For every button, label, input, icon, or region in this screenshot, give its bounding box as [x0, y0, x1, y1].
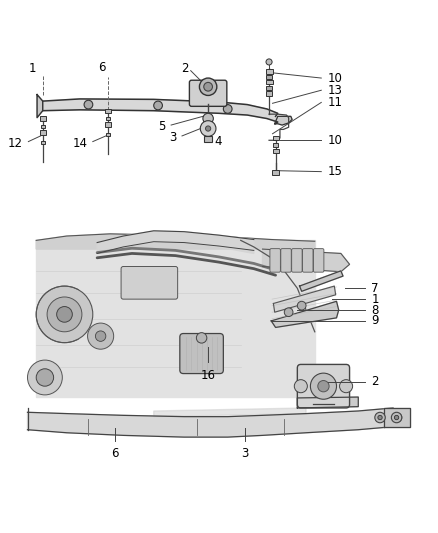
Circle shape: [88, 323, 114, 349]
FancyBboxPatch shape: [189, 80, 227, 107]
FancyBboxPatch shape: [297, 365, 350, 408]
FancyBboxPatch shape: [314, 249, 324, 272]
Circle shape: [95, 331, 106, 341]
FancyBboxPatch shape: [121, 266, 178, 299]
Polygon shape: [271, 301, 339, 327]
FancyBboxPatch shape: [105, 109, 111, 113]
Circle shape: [200, 120, 216, 136]
Circle shape: [294, 379, 307, 393]
FancyBboxPatch shape: [272, 136, 279, 140]
Text: 6: 6: [111, 447, 118, 460]
Polygon shape: [297, 397, 358, 408]
Circle shape: [311, 373, 336, 399]
Circle shape: [375, 413, 385, 423]
Text: 5: 5: [159, 120, 166, 133]
Circle shape: [378, 415, 382, 419]
Polygon shape: [28, 408, 393, 437]
Circle shape: [318, 381, 329, 392]
Circle shape: [394, 415, 399, 419]
Polygon shape: [37, 94, 43, 118]
FancyBboxPatch shape: [266, 91, 272, 96]
Text: 9: 9: [371, 314, 379, 327]
FancyBboxPatch shape: [266, 75, 272, 79]
Circle shape: [199, 78, 217, 95]
FancyBboxPatch shape: [265, 69, 272, 74]
FancyBboxPatch shape: [270, 249, 280, 272]
FancyBboxPatch shape: [106, 133, 110, 136]
FancyBboxPatch shape: [41, 141, 45, 144]
Circle shape: [393, 413, 402, 422]
Circle shape: [57, 306, 72, 322]
FancyBboxPatch shape: [272, 149, 279, 154]
FancyBboxPatch shape: [265, 80, 272, 84]
FancyBboxPatch shape: [41, 125, 45, 128]
Text: 13: 13: [328, 84, 343, 96]
Text: 10: 10: [328, 134, 343, 147]
FancyBboxPatch shape: [272, 170, 279, 175]
FancyBboxPatch shape: [40, 116, 46, 120]
Circle shape: [47, 297, 82, 332]
Circle shape: [205, 126, 211, 131]
Text: 1: 1: [29, 62, 36, 75]
Text: 1: 1: [371, 293, 379, 305]
Polygon shape: [43, 99, 278, 124]
Text: 2: 2: [371, 375, 379, 389]
Circle shape: [28, 360, 62, 395]
Polygon shape: [300, 271, 343, 292]
Text: 16: 16: [201, 369, 215, 382]
Text: 2: 2: [181, 62, 189, 75]
Text: 4: 4: [215, 135, 222, 148]
FancyBboxPatch shape: [292, 249, 302, 272]
Text: 7: 7: [371, 282, 379, 295]
Circle shape: [391, 413, 402, 423]
Text: 14: 14: [73, 137, 88, 150]
FancyBboxPatch shape: [40, 130, 46, 135]
Circle shape: [339, 379, 353, 393]
FancyBboxPatch shape: [204, 136, 212, 142]
Circle shape: [36, 286, 93, 343]
Text: 3: 3: [169, 131, 177, 144]
Circle shape: [196, 333, 207, 343]
Polygon shape: [275, 116, 292, 125]
FancyBboxPatch shape: [180, 334, 223, 374]
Circle shape: [223, 104, 232, 114]
Circle shape: [84, 100, 93, 109]
Circle shape: [284, 308, 293, 317]
Circle shape: [297, 301, 306, 310]
Text: 8: 8: [371, 303, 379, 317]
Polygon shape: [273, 286, 336, 312]
Circle shape: [154, 101, 162, 110]
Text: 10: 10: [328, 71, 343, 85]
FancyBboxPatch shape: [266, 86, 272, 90]
Polygon shape: [262, 249, 350, 272]
Polygon shape: [36, 234, 315, 249]
FancyBboxPatch shape: [273, 143, 278, 147]
FancyBboxPatch shape: [303, 249, 313, 272]
Polygon shape: [36, 240, 315, 397]
Text: 3: 3: [241, 447, 249, 460]
Polygon shape: [97, 231, 254, 254]
Polygon shape: [154, 408, 306, 417]
Text: 11: 11: [328, 96, 343, 109]
Polygon shape: [385, 408, 410, 426]
FancyBboxPatch shape: [281, 249, 291, 272]
Circle shape: [36, 369, 53, 386]
Circle shape: [266, 59, 272, 65]
FancyBboxPatch shape: [105, 123, 111, 127]
Text: 6: 6: [99, 61, 106, 74]
Text: 12: 12: [8, 137, 23, 150]
Circle shape: [204, 83, 212, 91]
Text: 15: 15: [328, 165, 343, 178]
Circle shape: [203, 114, 213, 124]
FancyBboxPatch shape: [106, 117, 110, 120]
